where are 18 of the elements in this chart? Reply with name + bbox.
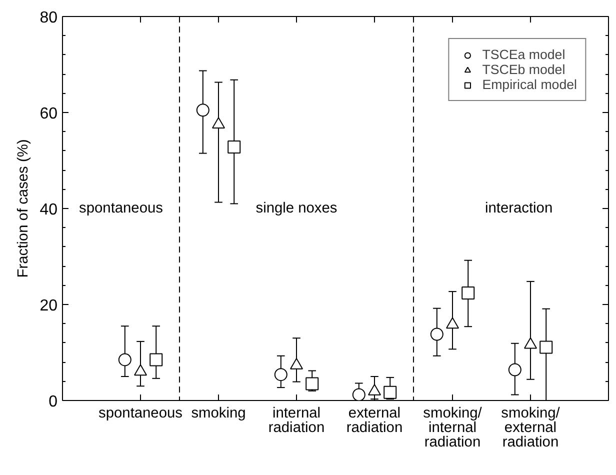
- legend-label: TSCEa model: [482, 47, 566, 62]
- y-tick-label: 60: [40, 106, 58, 122]
- annotation: spontaneous: [79, 200, 163, 216]
- annotation: interaction: [484, 200, 553, 216]
- x-tick-label: smoking: [191, 406, 246, 422]
- y-tick-label: 0: [48, 394, 58, 410]
- x-tick-label: internal radiation: [268, 406, 325, 436]
- legend-label: TSCEb model: [482, 62, 566, 77]
- y-tick-label: 40: [40, 202, 58, 218]
- y-tick-label: 80: [40, 10, 58, 26]
- y-axis-title: Fraction of cases (%): [16, 139, 32, 278]
- x-tick-label: spontaneous: [98, 406, 182, 422]
- legend-label: Empirical model: [482, 77, 577, 92]
- x-tick-label: smoking/ external radiation: [501, 406, 561, 450]
- annotation: single noxes: [256, 200, 338, 216]
- x-tick-label: external radiation: [346, 406, 403, 436]
- x-tick-label: smoking/ internal radiation: [423, 406, 483, 450]
- y-tick-label: 20: [40, 298, 58, 314]
